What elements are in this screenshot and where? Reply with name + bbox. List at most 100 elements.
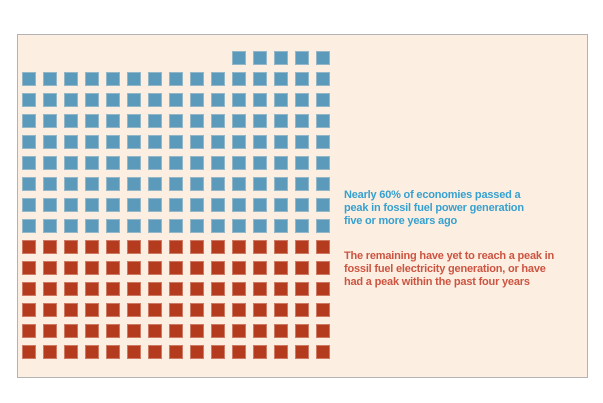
waffle-cell-remaining-no-peak-or-recent-peak bbox=[22, 345, 36, 359]
waffle-cell-passed-peak-5plus-years-ago bbox=[295, 198, 309, 212]
waffle-cell-remaining-no-peak-or-recent-peak bbox=[43, 303, 57, 317]
waffle-cell-remaining-no-peak-or-recent-peak bbox=[295, 303, 309, 317]
waffle-cell-passed-peak-5plus-years-ago bbox=[211, 198, 225, 212]
waffle-row bbox=[22, 72, 337, 86]
waffle-cell-remaining-no-peak-or-recent-peak bbox=[64, 261, 78, 275]
waffle-cell-passed-peak-5plus-years-ago bbox=[316, 72, 330, 86]
waffle-cell-passed-peak-5plus-years-ago bbox=[295, 114, 309, 128]
waffle-empty-cell bbox=[127, 51, 141, 65]
waffle-cell-remaining-no-peak-or-recent-peak bbox=[22, 240, 36, 254]
waffle-cell-passed-peak-5plus-years-ago bbox=[43, 177, 57, 191]
waffle-cell-passed-peak-5plus-years-ago bbox=[253, 51, 267, 65]
waffle-cell-passed-peak-5plus-years-ago bbox=[316, 135, 330, 149]
waffle-cell-passed-peak-5plus-years-ago bbox=[22, 135, 36, 149]
waffle-cell-remaining-no-peak-or-recent-peak bbox=[253, 282, 267, 296]
waffle-cell-remaining-no-peak-or-recent-peak bbox=[316, 324, 330, 338]
waffle-cell-passed-peak-5plus-years-ago bbox=[253, 93, 267, 107]
waffle-cell-remaining-no-peak-or-recent-peak bbox=[169, 345, 183, 359]
waffle-cell-remaining-no-peak-or-recent-peak bbox=[43, 240, 57, 254]
waffle-cell-remaining-no-peak-or-recent-peak bbox=[274, 345, 288, 359]
waffle-cell-passed-peak-5plus-years-ago bbox=[169, 93, 183, 107]
waffle-cell-passed-peak-5plus-years-ago bbox=[22, 198, 36, 212]
waffle-cell-remaining-no-peak-or-recent-peak bbox=[127, 345, 141, 359]
waffle-cell-remaining-no-peak-or-recent-peak bbox=[64, 324, 78, 338]
waffle-cell-remaining-no-peak-or-recent-peak bbox=[169, 324, 183, 338]
waffle-cell-passed-peak-5plus-years-ago bbox=[169, 198, 183, 212]
chart-panel: Nearly 60% of economies passed a peak in … bbox=[17, 34, 588, 378]
waffle-cell-passed-peak-5plus-years-ago bbox=[169, 177, 183, 191]
waffle-cell-passed-peak-5plus-years-ago bbox=[106, 198, 120, 212]
waffle-cell-remaining-no-peak-or-recent-peak bbox=[148, 345, 162, 359]
waffle-cell-passed-peak-5plus-years-ago bbox=[295, 219, 309, 233]
waffle-cell-passed-peak-5plus-years-ago bbox=[232, 51, 246, 65]
waffle-cell-remaining-no-peak-or-recent-peak bbox=[64, 282, 78, 296]
waffle-cell-remaining-no-peak-or-recent-peak bbox=[148, 282, 162, 296]
waffle-cell-passed-peak-5plus-years-ago bbox=[253, 72, 267, 86]
waffle-cell-remaining-no-peak-or-recent-peak bbox=[190, 345, 204, 359]
waffle-cell-passed-peak-5plus-years-ago bbox=[169, 72, 183, 86]
waffle-cell-passed-peak-5plus-years-ago bbox=[64, 219, 78, 233]
waffle-cell-remaining-no-peak-or-recent-peak bbox=[190, 324, 204, 338]
waffle-empty-cell bbox=[85, 51, 99, 65]
waffle-cell-passed-peak-5plus-years-ago bbox=[169, 156, 183, 170]
waffle-cell-passed-peak-5plus-years-ago bbox=[232, 177, 246, 191]
waffle-cell-passed-peak-5plus-years-ago bbox=[295, 93, 309, 107]
waffle-cell-passed-peak-5plus-years-ago bbox=[43, 135, 57, 149]
waffle-cell-passed-peak-5plus-years-ago bbox=[190, 135, 204, 149]
waffle-row bbox=[22, 303, 337, 317]
waffle-cell-passed-peak-5plus-years-ago bbox=[106, 219, 120, 233]
waffle-cell-passed-peak-5plus-years-ago bbox=[169, 219, 183, 233]
waffle-cell-passed-peak-5plus-years-ago bbox=[106, 114, 120, 128]
waffle-cell-remaining-no-peak-or-recent-peak bbox=[232, 261, 246, 275]
annotation-line: fossil fuel electricity generation, or h… bbox=[344, 263, 546, 275]
waffle-cell-remaining-no-peak-or-recent-peak bbox=[232, 324, 246, 338]
waffle-cell-remaining-no-peak-or-recent-peak bbox=[22, 282, 36, 296]
waffle-cell-remaining-no-peak-or-recent-peak bbox=[106, 282, 120, 296]
waffle-cell-passed-peak-5plus-years-ago bbox=[43, 72, 57, 86]
waffle-cell-remaining-no-peak-or-recent-peak bbox=[127, 324, 141, 338]
waffle-empty-cell bbox=[148, 51, 162, 65]
waffle-cell-passed-peak-5plus-years-ago bbox=[64, 72, 78, 86]
waffle-cell-passed-peak-5plus-years-ago bbox=[43, 114, 57, 128]
waffle-cell-remaining-no-peak-or-recent-peak bbox=[295, 345, 309, 359]
waffle-cell-passed-peak-5plus-years-ago bbox=[274, 135, 288, 149]
waffle-cell-remaining-no-peak-or-recent-peak bbox=[85, 324, 99, 338]
waffle-cell-remaining-no-peak-or-recent-peak bbox=[148, 324, 162, 338]
waffle-cell-passed-peak-5plus-years-ago bbox=[85, 177, 99, 191]
annotation-line: Nearly 60% of economies passed a bbox=[344, 189, 521, 201]
waffle-cell-passed-peak-5plus-years-ago bbox=[22, 219, 36, 233]
waffle-cell-remaining-no-peak-or-recent-peak bbox=[106, 261, 120, 275]
waffle-cell-passed-peak-5plus-years-ago bbox=[190, 72, 204, 86]
waffle-cell-passed-peak-5plus-years-ago bbox=[85, 135, 99, 149]
waffle-row bbox=[22, 51, 337, 65]
waffle-cell-remaining-no-peak-or-recent-peak bbox=[85, 240, 99, 254]
waffle-cell-remaining-no-peak-or-recent-peak bbox=[190, 261, 204, 275]
waffle-cell-remaining-no-peak-or-recent-peak bbox=[127, 240, 141, 254]
waffle-cell-remaining-no-peak-or-recent-peak bbox=[106, 240, 120, 254]
waffle-cell-passed-peak-5plus-years-ago bbox=[106, 135, 120, 149]
waffle-cell-passed-peak-5plus-years-ago bbox=[211, 114, 225, 128]
waffle-cell-passed-peak-5plus-years-ago bbox=[106, 72, 120, 86]
waffle-cell-passed-peak-5plus-years-ago bbox=[316, 156, 330, 170]
waffle-empty-cell bbox=[64, 51, 78, 65]
waffle-cell-remaining-no-peak-or-recent-peak bbox=[211, 282, 225, 296]
waffle-cell-passed-peak-5plus-years-ago bbox=[22, 114, 36, 128]
waffle-cell-passed-peak-5plus-years-ago bbox=[211, 72, 225, 86]
waffle-cell-passed-peak-5plus-years-ago bbox=[316, 198, 330, 212]
waffle-cell-remaining-no-peak-or-recent-peak bbox=[43, 261, 57, 275]
waffle-cell-passed-peak-5plus-years-ago bbox=[64, 135, 78, 149]
waffle-cell-remaining-no-peak-or-recent-peak bbox=[232, 282, 246, 296]
waffle-cell-remaining-no-peak-or-recent-peak bbox=[127, 261, 141, 275]
waffle-cell-passed-peak-5plus-years-ago bbox=[253, 156, 267, 170]
waffle-cell-passed-peak-5plus-years-ago bbox=[148, 114, 162, 128]
annotation-line: peak in fossil fuel power generation bbox=[344, 202, 524, 214]
waffle-empty-cell bbox=[211, 51, 225, 65]
waffle-cell-passed-peak-5plus-years-ago bbox=[190, 114, 204, 128]
waffle-row bbox=[22, 219, 337, 233]
waffle-cell-remaining-no-peak-or-recent-peak bbox=[253, 324, 267, 338]
waffle-row bbox=[22, 324, 337, 338]
waffle-cell-remaining-no-peak-or-recent-peak bbox=[211, 240, 225, 254]
waffle-cell-remaining-no-peak-or-recent-peak bbox=[274, 324, 288, 338]
waffle-cell-remaining-no-peak-or-recent-peak bbox=[253, 303, 267, 317]
waffle-cell-remaining-no-peak-or-recent-peak bbox=[43, 345, 57, 359]
